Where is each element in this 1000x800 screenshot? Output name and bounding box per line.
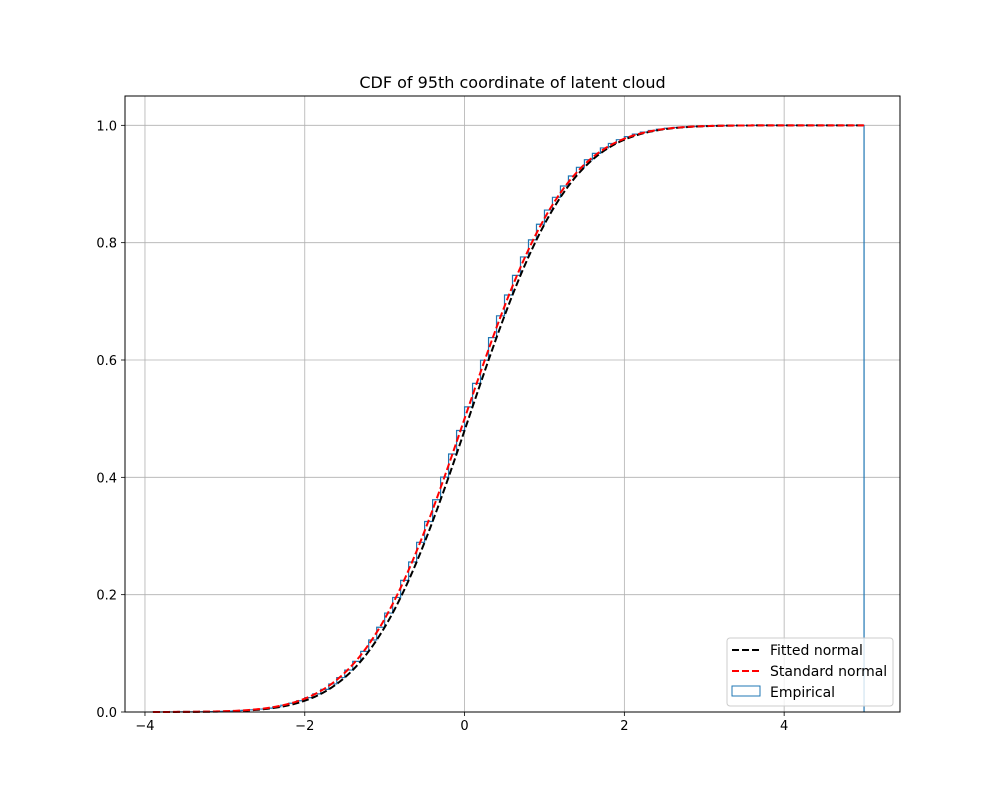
series-layer <box>152 124 865 713</box>
x-tick-label: 4 <box>780 719 788 734</box>
legend-label-standard-normal: Standard normal <box>770 664 887 680</box>
x-tick-label: 0 <box>460 719 468 734</box>
y-tick-label: 0.2 <box>96 589 117 604</box>
x-tick-label: 2 <box>620 719 628 734</box>
y-tick-label: 0.0 <box>96 706 117 721</box>
plot-area <box>125 96 900 712</box>
legend-box <box>726 637 894 707</box>
legend-label-empirical: Empirical <box>770 685 835 701</box>
series-standard-normal <box>152 124 865 713</box>
x-tick-label: −2 <box>295 719 314 734</box>
legend: Fitted normal Standard normal Empirical <box>726 637 894 707</box>
x-tick-label: −4 <box>135 719 154 734</box>
legend-swatch-empirical <box>731 685 761 697</box>
legend-label-fitted-normal: Fitted normal <box>770 643 863 659</box>
y-tick-label: 0.6 <box>96 354 117 369</box>
y-axis: 0.0 0.2 0.4 0.6 0.8 1.0 <box>96 119 125 721</box>
y-tick-label: 0.8 <box>96 237 117 252</box>
y-tick-label: 1.0 <box>96 119 117 134</box>
chart-title: CDF of 95th coordinate of latent cloud <box>359 73 665 92</box>
plot-frame <box>124 95 901 713</box>
y-tick-label: 0.4 <box>96 471 117 486</box>
x-axis: −4 −2 0 2 4 <box>135 712 788 734</box>
